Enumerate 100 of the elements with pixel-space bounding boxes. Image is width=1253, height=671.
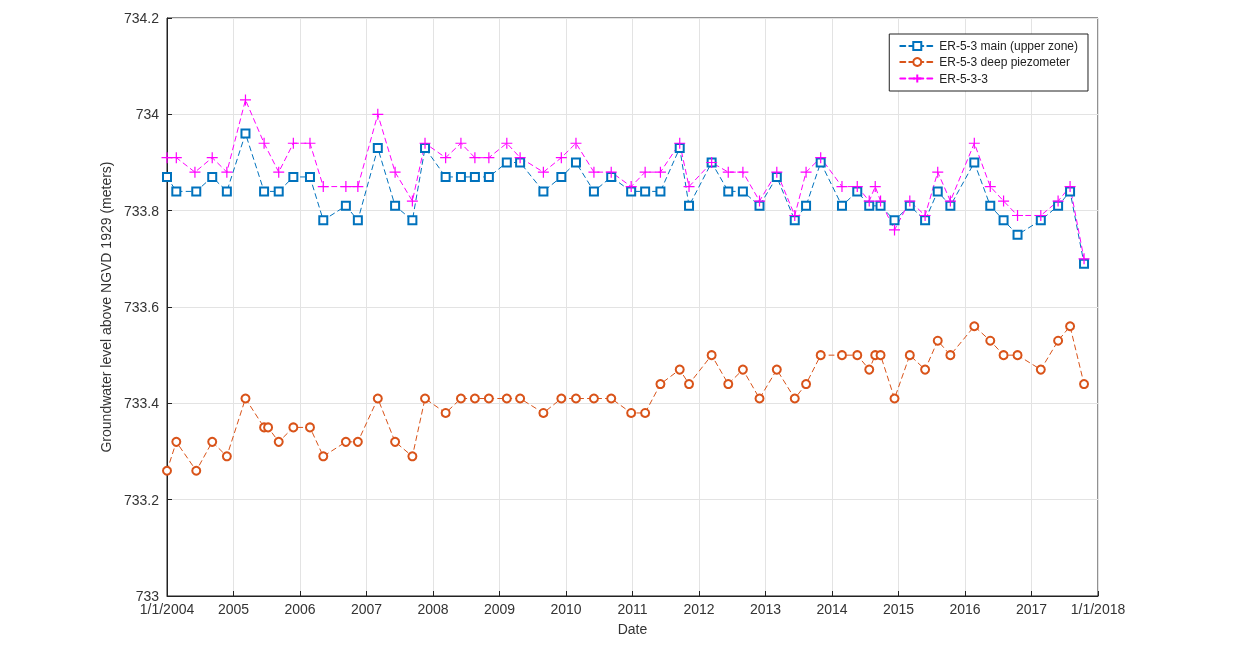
point bbox=[673, 137, 686, 150]
point bbox=[851, 180, 864, 193]
point bbox=[407, 215, 418, 226]
y-tick-label: 733 bbox=[135, 588, 160, 604]
point bbox=[736, 166, 749, 179]
point bbox=[390, 200, 401, 211]
point bbox=[815, 157, 826, 168]
point bbox=[1052, 194, 1065, 208]
point bbox=[389, 166, 402, 179]
x-tick-label: 2006 bbox=[284, 601, 316, 617]
point bbox=[968, 137, 981, 150]
point bbox=[469, 393, 480, 404]
point bbox=[287, 137, 300, 150]
x-tick-label: 2017 bbox=[1015, 601, 1048, 617]
point bbox=[655, 186, 666, 197]
point bbox=[801, 379, 812, 390]
point bbox=[789, 393, 800, 404]
point bbox=[206, 151, 219, 164]
x-axis-title: Date bbox=[617, 621, 648, 637]
point bbox=[815, 350, 826, 361]
point bbox=[538, 186, 549, 197]
point bbox=[998, 215, 1009, 226]
point bbox=[852, 350, 863, 361]
point bbox=[864, 364, 875, 375]
point bbox=[655, 379, 666, 390]
point bbox=[788, 209, 801, 222]
point bbox=[160, 151, 174, 164]
point bbox=[418, 137, 432, 150]
point bbox=[259, 186, 270, 197]
point bbox=[304, 422, 315, 433]
point bbox=[372, 143, 383, 154]
point bbox=[684, 200, 695, 211]
point bbox=[482, 151, 495, 164]
legend-label: ER-5-3 main (upper zone) bbox=[939, 39, 1079, 53]
point bbox=[303, 137, 317, 150]
point bbox=[799, 166, 813, 179]
point bbox=[1011, 209, 1024, 222]
point bbox=[340, 436, 351, 447]
x-tick-label: 2016 bbox=[949, 601, 981, 617]
point bbox=[420, 393, 431, 404]
point bbox=[207, 436, 218, 447]
point bbox=[440, 171, 451, 182]
point bbox=[221, 451, 232, 462]
point bbox=[538, 407, 549, 418]
point bbox=[723, 379, 734, 390]
point bbox=[390, 436, 401, 447]
point bbox=[352, 215, 363, 226]
point bbox=[904, 350, 915, 361]
point bbox=[640, 407, 651, 418]
point bbox=[469, 171, 480, 182]
y-tick-label: 734.2 bbox=[123, 10, 160, 26]
point bbox=[889, 393, 900, 404]
point bbox=[875, 350, 886, 361]
point bbox=[318, 215, 329, 226]
point bbox=[737, 186, 748, 197]
point bbox=[814, 151, 827, 164]
point bbox=[588, 393, 599, 404]
x-tick-label: 2007 bbox=[350, 601, 383, 617]
point bbox=[835, 180, 849, 193]
point bbox=[863, 194, 876, 208]
y-axis-title: Groundwater level above NGVD 1929 (meters) bbox=[98, 161, 115, 453]
point bbox=[998, 350, 1009, 361]
x-tick-label: 2008 bbox=[417, 601, 449, 617]
y-tick-label: 733.2 bbox=[123, 491, 160, 508]
point bbox=[801, 200, 812, 211]
point bbox=[162, 171, 172, 182]
y-tick-label: 733.4 bbox=[123, 395, 160, 412]
point bbox=[737, 364, 748, 375]
point bbox=[888, 223, 901, 237]
point bbox=[351, 180, 364, 193]
point bbox=[188, 166, 202, 179]
point bbox=[723, 186, 734, 197]
point bbox=[931, 166, 944, 179]
point bbox=[569, 137, 583, 150]
point bbox=[454, 137, 468, 150]
point bbox=[754, 393, 765, 404]
point bbox=[874, 194, 887, 208]
point bbox=[997, 194, 1010, 208]
point bbox=[771, 364, 782, 375]
point bbox=[455, 393, 466, 404]
point bbox=[162, 465, 172, 476]
point bbox=[239, 93, 252, 106]
legend-label: ER-5-3-3 bbox=[939, 71, 989, 86]
x-tick-label: 2013 bbox=[749, 601, 782, 617]
y-tick-label: 734 bbox=[135, 106, 160, 123]
point bbox=[1034, 209, 1047, 222]
point bbox=[537, 166, 550, 179]
x-tick-label: 2015 bbox=[882, 601, 915, 617]
point bbox=[985, 200, 996, 211]
point bbox=[625, 180, 638, 193]
point bbox=[371, 108, 384, 121]
point bbox=[372, 393, 383, 404]
point bbox=[555, 151, 568, 164]
point bbox=[570, 393, 581, 404]
point bbox=[352, 436, 363, 447]
x-tick-label: 2010 bbox=[550, 601, 582, 617]
point bbox=[288, 422, 299, 433]
point bbox=[1079, 379, 1090, 390]
point bbox=[318, 451, 329, 462]
point bbox=[1012, 229, 1023, 240]
